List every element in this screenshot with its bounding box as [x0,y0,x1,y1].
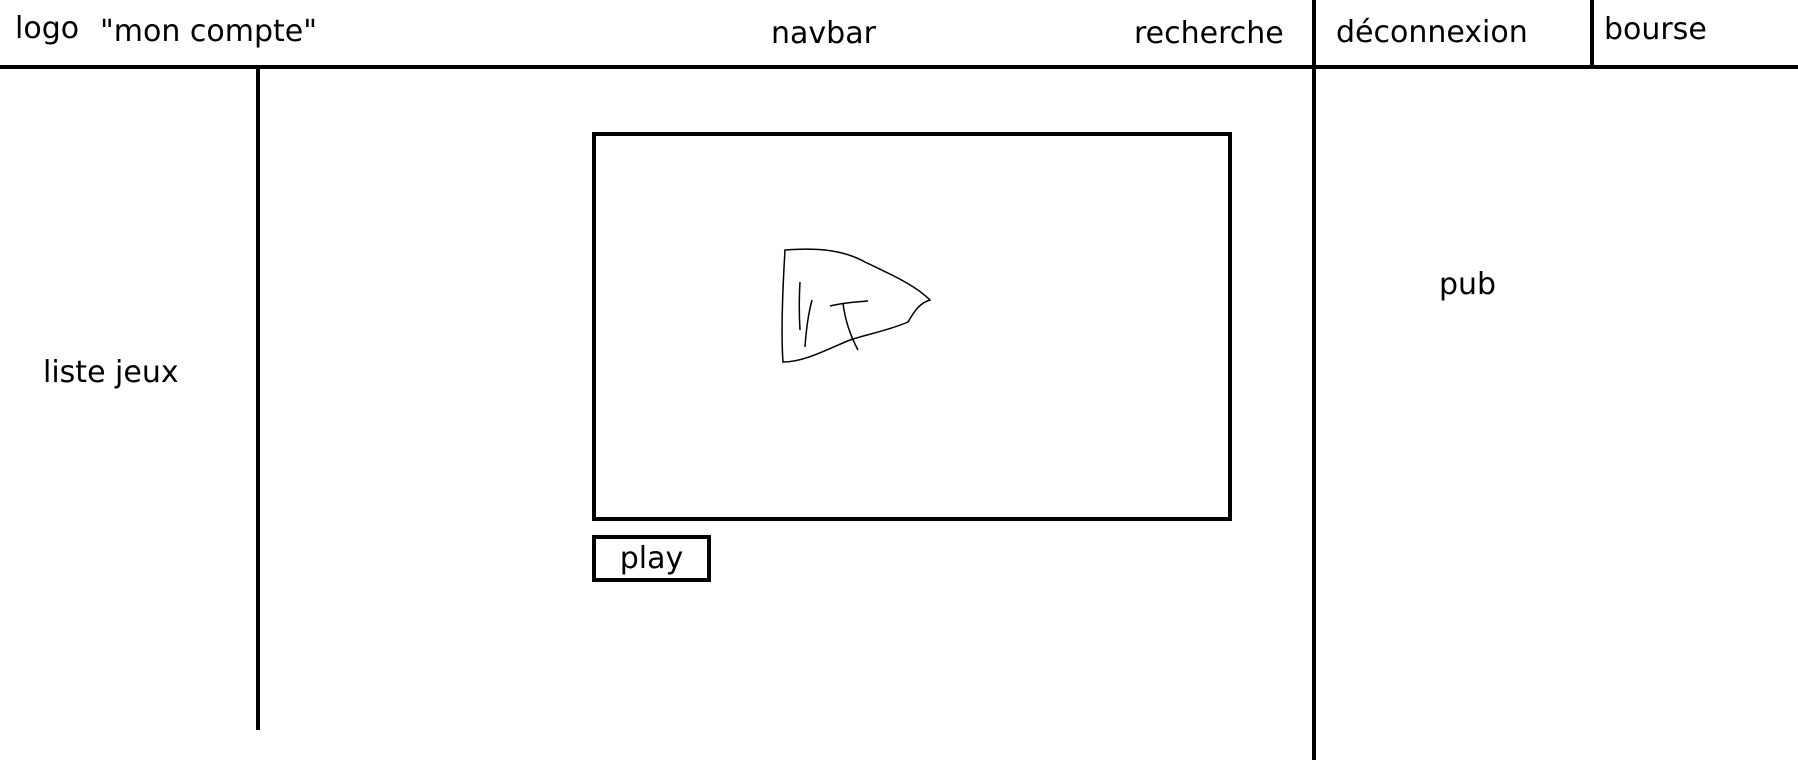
header-divider [0,65,1798,69]
sidebar-divider [256,67,260,730]
wallet-link[interactable]: bourse [1604,12,1707,47]
my-account-link[interactable]: "mon compte" [100,14,318,49]
games-list[interactable]: liste jeux [43,355,179,390]
game-preview-sketch-icon [781,248,932,363]
search-link[interactable]: recherche [1134,16,1284,51]
ad-slot: pub [1439,267,1497,302]
header-wallet-divider [1590,0,1594,67]
game-preview-frame [592,132,1232,521]
logo[interactable]: logo [15,11,80,46]
right-panel-divider [1312,0,1316,760]
play-button[interactable]: play [592,535,711,582]
navbar[interactable]: navbar [771,16,876,51]
logout-link[interactable]: déconnexion [1336,15,1528,50]
